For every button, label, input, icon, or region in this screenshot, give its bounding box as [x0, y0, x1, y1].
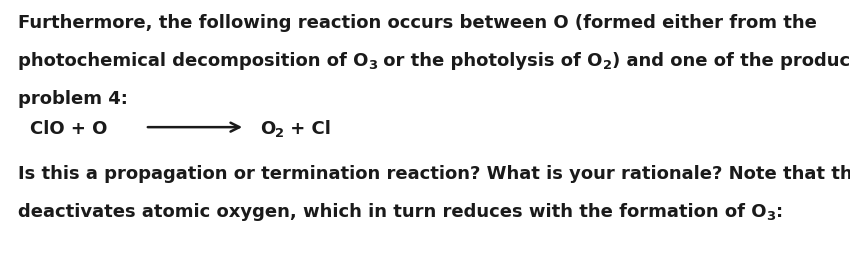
- Text: deactivates atomic oxygen, which in turn reduces with the formation of O: deactivates atomic oxygen, which in turn…: [18, 203, 767, 221]
- Text: ClO + O: ClO + O: [30, 120, 107, 138]
- Text: ) and one of the products of: ) and one of the products of: [612, 52, 850, 70]
- Text: Is this a propagation or termination reaction? What is your rationale? Note that: Is this a propagation or termination rea…: [18, 165, 850, 183]
- Text: photochemical decomposition of O: photochemical decomposition of O: [18, 52, 368, 70]
- Text: Furthermore, the following reaction occurs between O (formed either from the: Furthermore, the following reaction occu…: [18, 14, 817, 32]
- Text: 3: 3: [368, 59, 377, 72]
- Text: :: :: [775, 203, 783, 221]
- Text: or the photolysis of O: or the photolysis of O: [377, 52, 603, 70]
- Text: problem 4:: problem 4:: [18, 90, 128, 108]
- Text: 3: 3: [767, 210, 775, 223]
- Text: 2: 2: [275, 127, 284, 140]
- Text: O: O: [260, 120, 275, 138]
- Text: + Cl: + Cl: [284, 120, 332, 138]
- Text: 2: 2: [603, 59, 612, 72]
